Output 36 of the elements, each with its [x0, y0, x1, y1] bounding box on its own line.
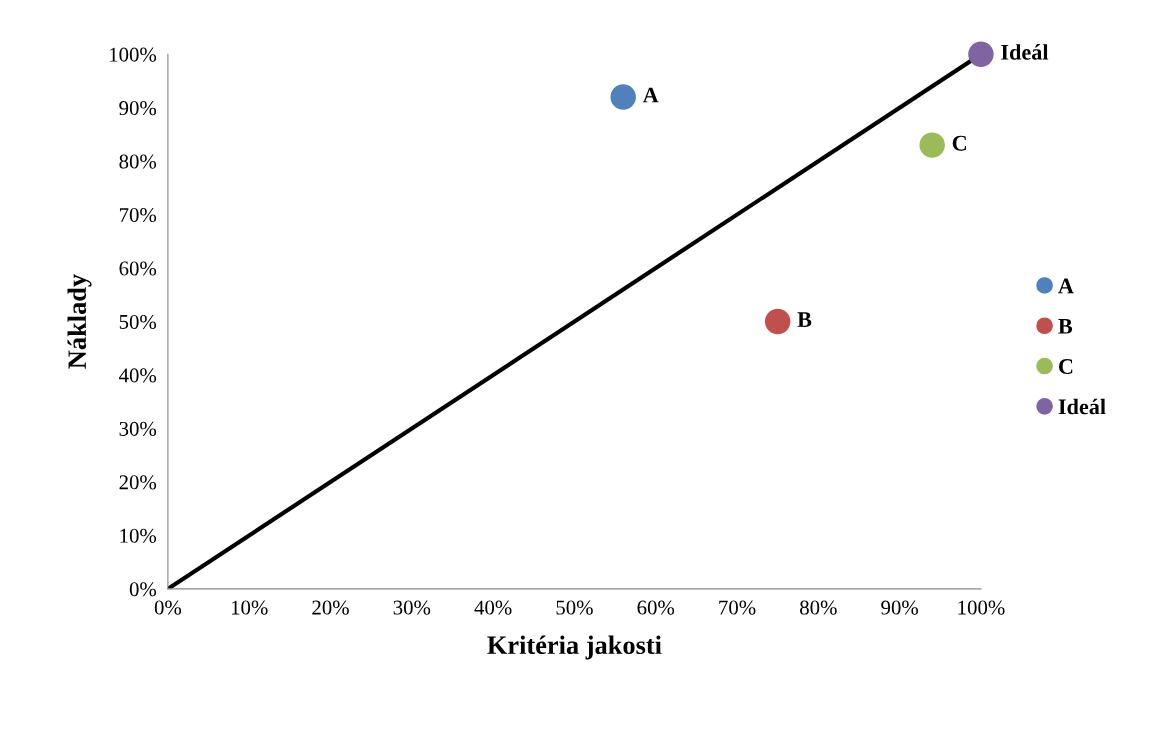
x-tick-label: 10% [231, 600, 268, 615]
x-tick-label: 70% [719, 600, 756, 615]
text: B [797, 312, 812, 327]
text: A [642, 87, 659, 103]
y-tick-label: 40% [119, 368, 157, 383]
y-tick-label: 100% [110, 47, 157, 62]
text: Ideál [1001, 44, 1049, 60]
y-axis-title: Náklady [67, 274, 92, 369]
point [919, 132, 945, 158]
y-tick-label: 0% [129, 582, 157, 597]
x-tick-label: 0% [154, 600, 182, 615]
legend-label: A [1058, 278, 1074, 294]
x-tick-label: 80% [800, 600, 837, 615]
y-tick-label: 50% [119, 314, 157, 330]
y-tick-label: 80% [119, 154, 157, 169]
text: C [952, 135, 966, 151]
legend-label: C [1059, 359, 1073, 375]
x-tick-label: 20% [312, 600, 349, 615]
y-tick-label: 30% [119, 421, 157, 436]
x-tick-label: 60% [637, 600, 675, 615]
legend-label: Ideál [1058, 398, 1106, 415]
y-tick-label: 60% [119, 261, 157, 276]
y-tick-label: 10% [120, 528, 157, 543]
y-tick-label: 20% [119, 475, 157, 490]
point [968, 41, 994, 67]
x-axis-title: Kritéria jakosti [487, 635, 662, 660]
y-tick-label: 90% [119, 101, 157, 116]
x-tick-label: 40% [474, 600, 512, 615]
x-tick-label: 90% [881, 600, 919, 615]
point [764, 308, 791, 335]
x-tick-label: 30% [393, 600, 431, 615]
y-tick-label: 70% [119, 207, 157, 223]
x-tick-label: 50% [556, 600, 593, 615]
x-tick-label: 100% [958, 600, 1005, 615]
legend-label: B [1058, 318, 1073, 334]
point [610, 84, 636, 110]
